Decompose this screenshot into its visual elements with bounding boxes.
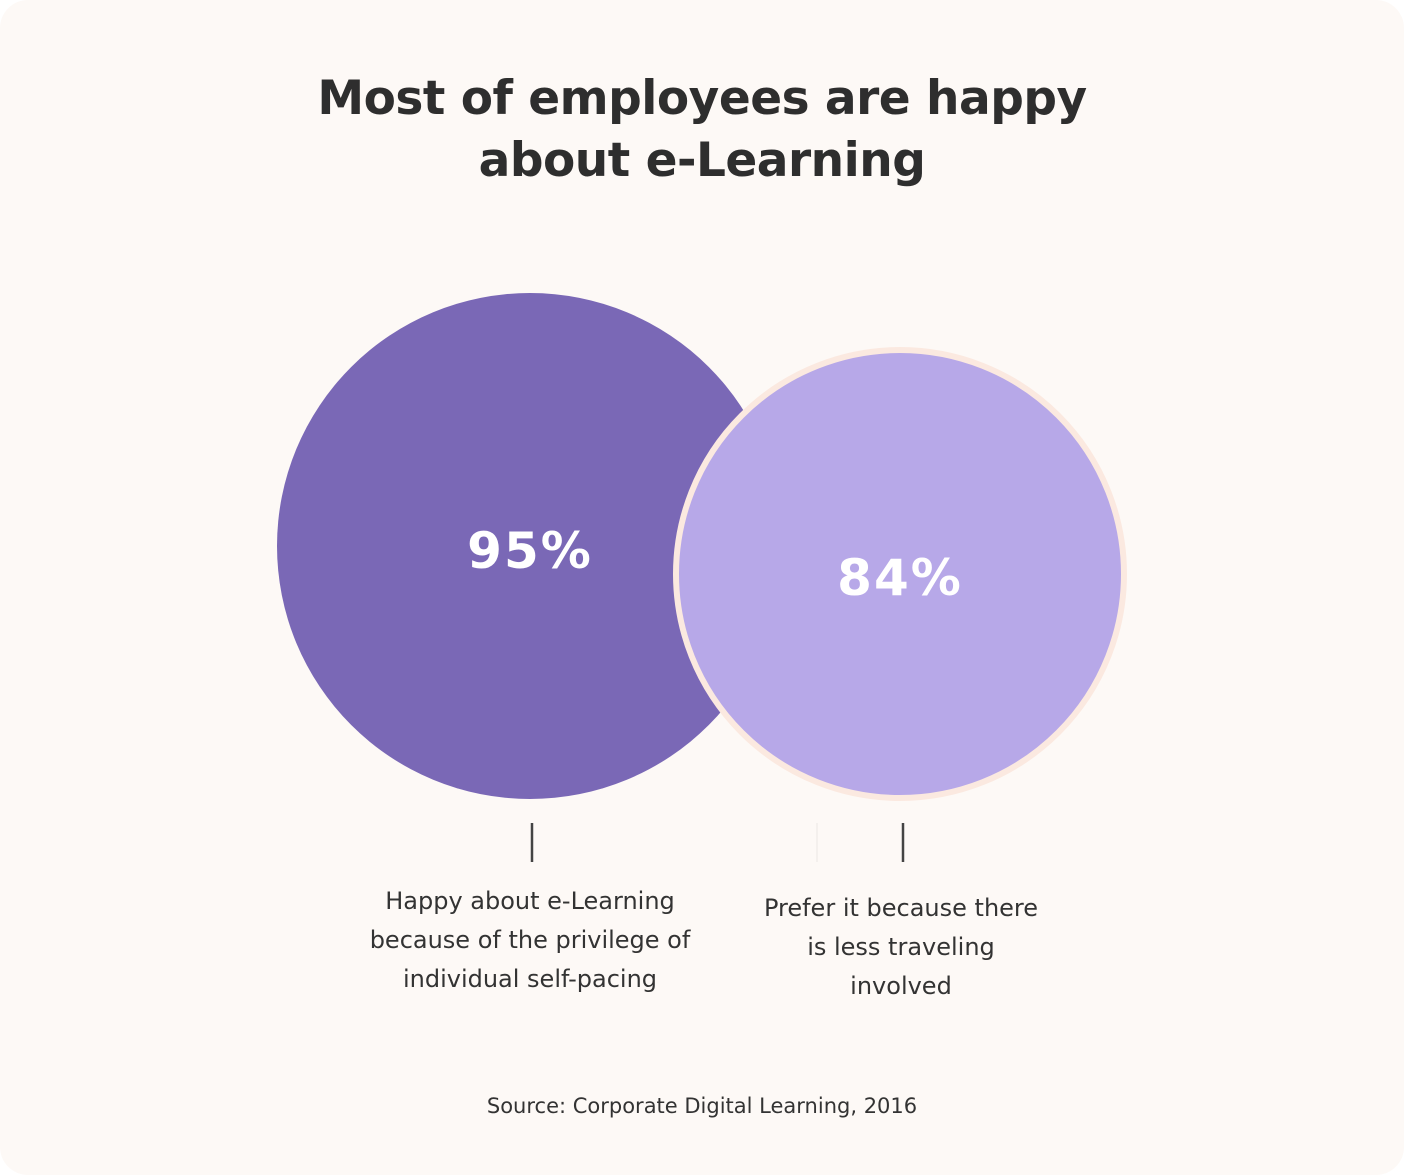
caption-84: Prefer it because there is less travelin… <box>701 889 1101 1006</box>
caption-84-line-3: involved <box>850 972 952 1000</box>
caption-95-line-2: because of the privilege of <box>369 926 691 954</box>
caption-95-line-1: Happy about e-Learning <box>385 887 675 915</box>
value-label-95: 95% <box>467 522 593 580</box>
caption-95: Happy about e-Learning because of the pr… <box>330 882 730 999</box>
chart-title-line-1: Most of employees are happy <box>317 71 1087 126</box>
caption-95-line-3: individual self-pacing <box>402 965 658 993</box>
source-note: Source: Corporate Digital Learning, 2016 <box>486 1094 918 1118</box>
caption-84-line-1: Prefer it because there <box>763 894 1039 922</box>
bubble-84 <box>673 347 1127 801</box>
chart-title-line-2: about e-Learning <box>478 133 926 188</box>
caption-84-line-2: is less traveling <box>807 933 995 961</box>
chart-title: Most of employees are happy about e-Lear… <box>0 68 1404 192</box>
bubble-95 <box>277 293 783 799</box>
value-label-84: 84% <box>837 549 963 607</box>
